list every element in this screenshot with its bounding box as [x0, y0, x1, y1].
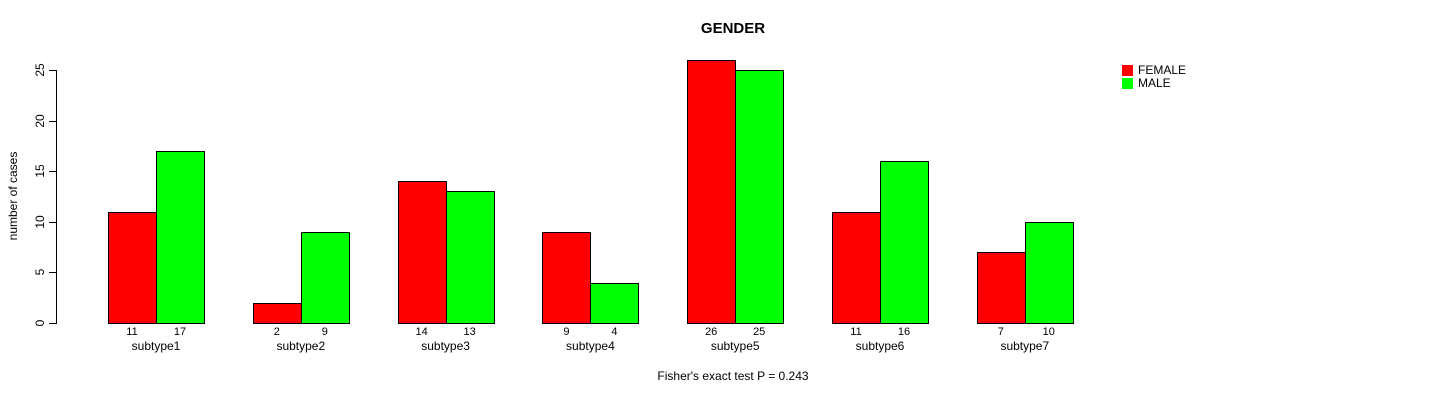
bar-value-label: 7	[997, 326, 1004, 338]
bar-female-subtype2	[252, 302, 302, 324]
category-label-subtype5: subtype5	[710, 339, 760, 353]
male-swatch	[1122, 77, 1133, 89]
bar-female-subtype6	[832, 211, 881, 324]
chart-title: GENDER	[700, 20, 766, 37]
bar-value-label: 14	[415, 326, 428, 338]
category-label-subtype6: subtype6	[855, 339, 905, 353]
y-tick-label: 25	[33, 63, 47, 77]
bar-female-subtype7	[976, 252, 1026, 324]
bar-value-label: 10	[1042, 326, 1055, 338]
y-tick-mark	[49, 323, 56, 324]
y-axis-line	[56, 70, 57, 324]
bar-value-label: 16	[897, 326, 911, 338]
y-tick-label: 0	[33, 319, 47, 327]
bar-male-subtype3	[445, 191, 495, 324]
bar-value-label: 25	[753, 326, 766, 338]
y-tick-mark	[49, 171, 56, 173]
bar-value-label: 4	[611, 326, 618, 338]
bar-value-label: 13	[463, 326, 476, 338]
bar-male-subtype7	[1024, 221, 1074, 324]
y-tick-label: 20	[33, 113, 47, 128]
y-tick-mark	[49, 120, 56, 122]
bar-female-subtype3	[397, 181, 447, 324]
category-label-subtype1: subtype1	[131, 339, 181, 353]
legend-item-male: MALE	[1122, 77, 1186, 89]
bar-male-subtype6	[880, 161, 929, 324]
y-tick-label: 15	[33, 164, 47, 178]
y-tick-mark	[49, 272, 56, 274]
category-label-subtype3: subtype3	[421, 339, 470, 353]
female-swatch	[1122, 64, 1133, 76]
y-tick-mark	[49, 221, 56, 223]
category-label-subtype2: subtype2	[276, 339, 326, 353]
bar-value-label: 9	[563, 326, 570, 338]
bar-male-subtype1	[156, 150, 205, 324]
bar-value-label: 26	[705, 326, 718, 338]
legend-label-male: MALE	[1138, 76, 1171, 90]
legend: FEMALE MALE	[1122, 64, 1186, 90]
category-label-subtype4: subtype4	[566, 339, 615, 353]
bar-male-subtype4	[590, 282, 640, 324]
bar-male-subtype5	[735, 70, 785, 324]
bar-female-subtype5	[687, 59, 737, 324]
bar-value-label: 17	[173, 326, 187, 338]
legend-item-female: FEMALE	[1122, 64, 1186, 76]
bar-value-label: 11	[850, 326, 862, 338]
footnote: Fisher's exact test P = 0.243	[657, 369, 809, 383]
bar-male-subtype2	[300, 231, 350, 324]
y-tick-mark	[49, 70, 56, 71]
bar-female-subtype4	[542, 231, 592, 324]
y-tick-label: 5	[33, 269, 47, 276]
bar-value-label: 9	[321, 326, 328, 338]
category-label-subtype7: subtype7	[1000, 339, 1050, 353]
legend-label-female: FEMALE	[1138, 63, 1187, 77]
y-axis-label: number of cases	[6, 151, 20, 241]
bar-value-label: 2	[273, 326, 280, 338]
bar-female-subtype1	[108, 211, 157, 324]
y-tick-label: 10	[33, 215, 47, 229]
bar-value-label: 11	[126, 326, 138, 338]
